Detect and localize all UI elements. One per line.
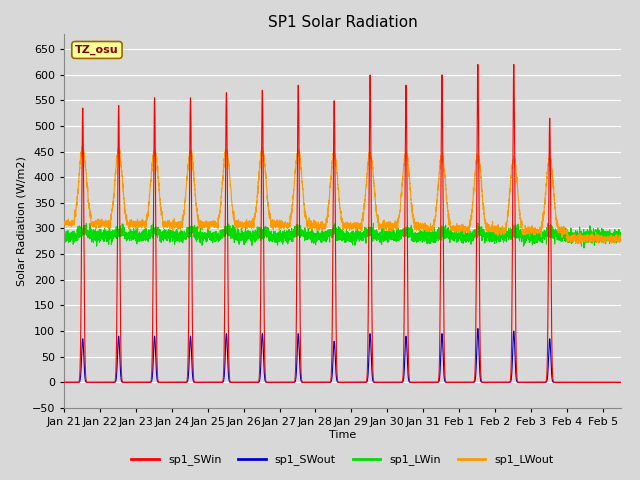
Title: SP1 Solar Radiation: SP1 Solar Radiation xyxy=(268,15,417,30)
Text: TZ_osu: TZ_osu xyxy=(75,45,119,55)
X-axis label: Time: Time xyxy=(329,430,356,440)
Legend: sp1_SWin, sp1_SWout, sp1_LWin, sp1_LWout: sp1_SWin, sp1_SWout, sp1_LWin, sp1_LWout xyxy=(127,450,558,470)
Y-axis label: Solar Radiation (W/m2): Solar Radiation (W/m2) xyxy=(16,156,26,286)
